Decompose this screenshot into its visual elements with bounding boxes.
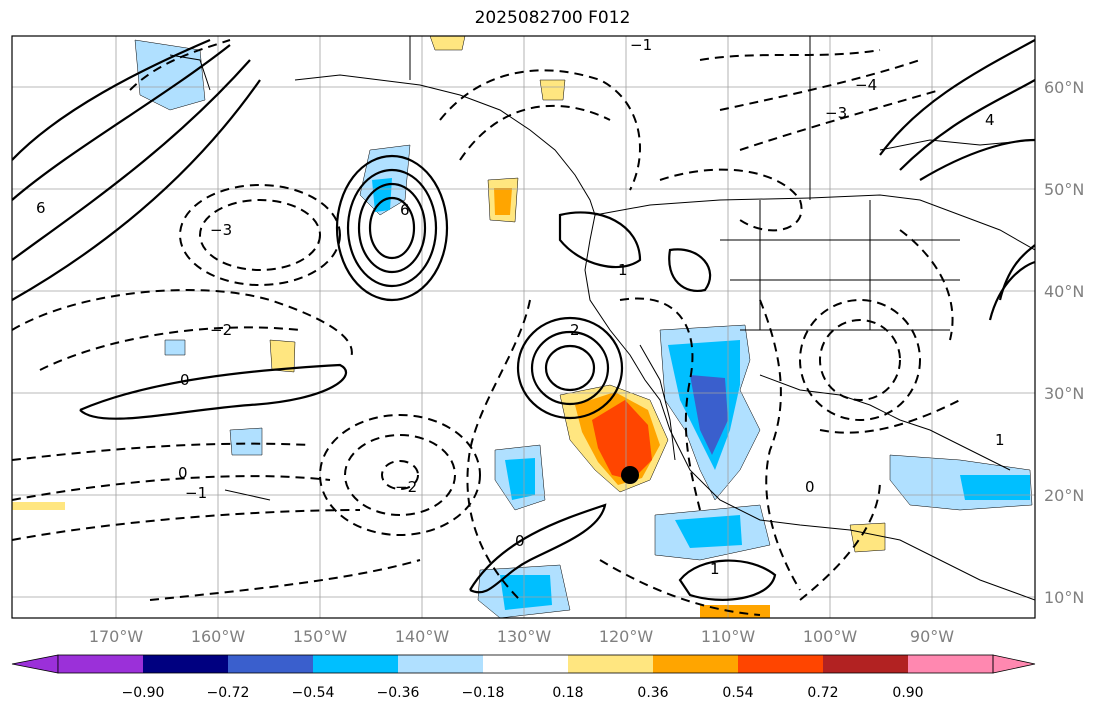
lon-tick-label: 90°W [910, 627, 954, 646]
lat-tick-label: 40°N [1044, 282, 1084, 301]
contour-label: 0 [180, 371, 190, 389]
map-title: 2025082700 F012 [474, 8, 631, 28]
colorbar-tick-label: −0.36 [377, 685, 420, 701]
colorbar-segment [908, 655, 993, 673]
colorbar-arrow-left [11, 654, 59, 674]
colorbar-tick-label: 0.54 [722, 685, 753, 701]
colorbar-tick-label: −0.72 [207, 685, 250, 701]
colorbar-segment [653, 655, 738, 673]
lon-tick-label: 150°W [293, 627, 348, 646]
lon-tick-label: 170°W [89, 627, 144, 646]
contour-label: 4 [985, 111, 995, 129]
contour-label: 6 [400, 201, 410, 219]
colorbar-tick-label: 0.90 [892, 685, 923, 701]
colorbar-segment [398, 655, 483, 673]
colorbar-tick-label: −0.90 [122, 685, 165, 701]
lat-tick-label: 20°N [1044, 486, 1084, 505]
contour-label: 0 [178, 464, 188, 482]
colorbar-segment [823, 655, 908, 673]
latitude-axis: 60°N 50°N 40°N 30°N 20°N 10°N [1044, 78, 1084, 607]
contours-positive [12, 38, 1035, 601]
colorbar-tick-label: 0.18 [552, 685, 583, 701]
lat-tick-label: 30°N [1044, 384, 1084, 403]
contour-label: −4 [855, 76, 877, 94]
colorbar-segment [738, 655, 823, 673]
lat-tick-label: 10°N [1044, 588, 1084, 607]
colorbar-segment [313, 655, 398, 673]
colorbar-tick-label: 0.72 [807, 685, 838, 701]
contour-label: −2 [395, 478, 417, 496]
contour-label: 2 [570, 321, 580, 339]
lon-tick-label: 160°W [191, 627, 246, 646]
lat-tick-label: 50°N [1044, 180, 1084, 199]
contour-label: 0 [805, 478, 815, 496]
lon-tick-label: 110°W [701, 627, 756, 646]
colorbar-segment [143, 655, 228, 673]
map-panel: 6 6 0 0 −1 −2 −3 2 −2 −1 −3 −4 4 1 0 0 1… [11, 35, 1036, 619]
colorbar-segment [568, 655, 653, 673]
lon-tick-label: 140°W [395, 627, 450, 646]
colorbar-tick-label: −0.18 [462, 685, 505, 701]
contour-label: −2 [210, 321, 232, 339]
colorbar: −0.90 −0.72 −0.54 −0.36 −0.18 0.18 0.36 … [11, 654, 1036, 701]
longitude-axis: 170°W 160°W 150°W 140°W 130°W 120°W 110°… [89, 627, 954, 646]
contour-label: −3 [210, 221, 232, 239]
contour-label-group: 6 6 0 0 −1 −2 −3 2 −2 −1 −3 −4 4 1 0 0 1… [36, 36, 1005, 578]
storm-center-marker [621, 466, 639, 484]
lon-tick-label: 130°W [497, 627, 552, 646]
contour-label: −1 [185, 484, 207, 502]
contour-label: −1 [630, 36, 652, 54]
colorbar-segment [483, 655, 568, 673]
lon-tick-label: 120°W [599, 627, 654, 646]
contour-label: 6 [36, 199, 46, 217]
contour-label: 1 [995, 431, 1005, 449]
contour-label: 1 [618, 261, 628, 279]
colorbar-tick-label: 0.36 [637, 685, 668, 701]
contours-negative [12, 39, 961, 616]
coastlines [169, 36, 1035, 601]
contour-label: 1 [710, 560, 720, 578]
colorbar-tick-label: −0.54 [292, 685, 335, 701]
contour-label: −3 [825, 104, 847, 122]
colorbar-arrow-right [992, 654, 1036, 674]
contour-label: 0 [515, 532, 525, 550]
lat-tick-label: 60°N [1044, 78, 1084, 97]
colorbar-segment [58, 655, 143, 673]
colorbar-segment [228, 655, 313, 673]
lon-tick-label: 100°W [803, 627, 858, 646]
